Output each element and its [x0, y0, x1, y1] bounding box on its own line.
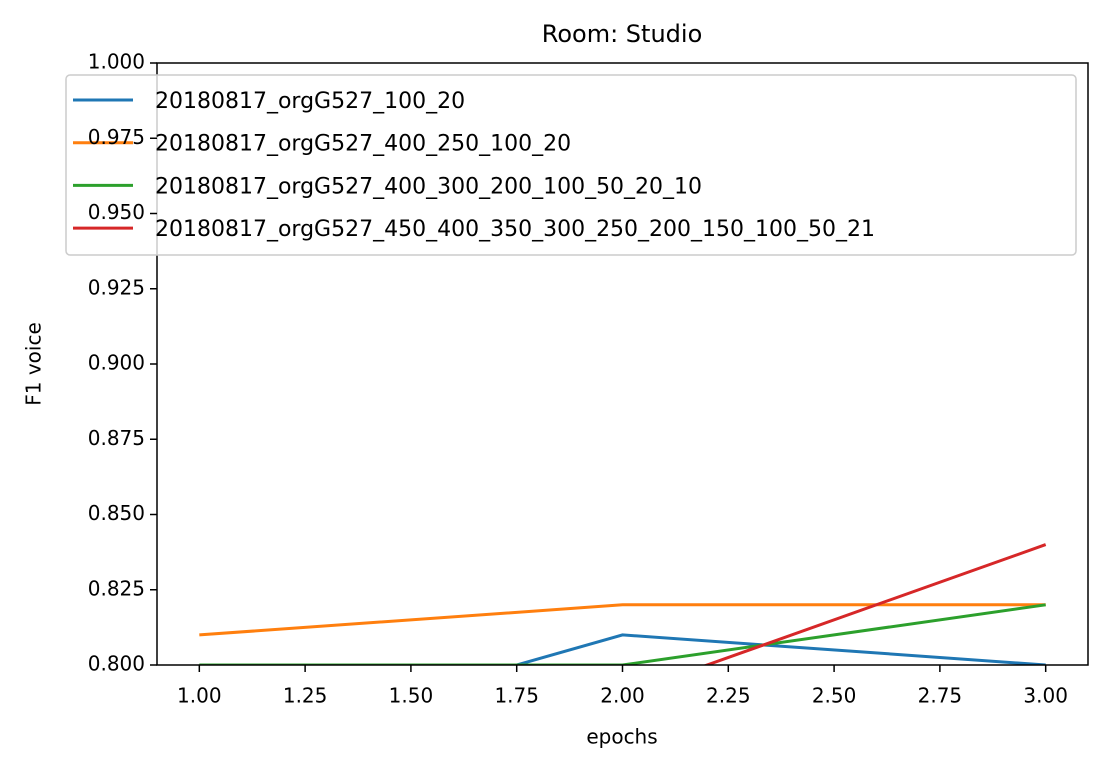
y-tick-label: 0.850 — [88, 501, 145, 525]
y-tick-label: 1.000 — [88, 50, 145, 74]
y-tick-label: 0.975 — [88, 125, 145, 149]
legend-label: 20180817_orgG527_400_250_100_20 — [155, 132, 571, 157]
y-tick-label: 0.925 — [88, 275, 145, 299]
y-axis-label: F1 voice — [22, 322, 46, 406]
x-tick-label: 2.50 — [812, 684, 857, 708]
series-line — [511, 633, 1046, 665]
x-tick-label: 2.25 — [706, 684, 751, 708]
legend-box — [65, 74, 1077, 256]
series-line — [702, 543, 1047, 665]
x-tick-label: 2.75 — [918, 684, 963, 708]
y-tick-label: 0.900 — [88, 351, 145, 375]
x-tick-label: 1.00 — [177, 684, 222, 708]
x-tick-label: 3.00 — [1023, 684, 1068, 708]
x-tick-label: 2.00 — [600, 684, 645, 708]
x-tick-label: 1.75 — [494, 684, 539, 708]
series-line — [199, 603, 1046, 637]
legend-label: 20180817_orgG527_450_400_350_300_250_200… — [155, 217, 875, 242]
x-tick-label: 1.25 — [283, 684, 328, 708]
y-tick-label: 0.800 — [88, 652, 145, 676]
x-tick-label: 1.50 — [389, 684, 434, 708]
y-tick-label: 0.875 — [88, 426, 145, 450]
series-line — [199, 603, 1046, 665]
x-axis-label: epochs — [586, 725, 657, 749]
legend-label: 20180817_orgG527_400_300_200_100_50_20_1… — [155, 174, 702, 199]
legend-label: 20180817_orgG527_100_20 — [155, 89, 465, 114]
y-tick-label: 0.825 — [88, 576, 145, 600]
y-tick-label: 0.950 — [88, 200, 145, 224]
chart-title: Room: Studio — [542, 20, 703, 48]
